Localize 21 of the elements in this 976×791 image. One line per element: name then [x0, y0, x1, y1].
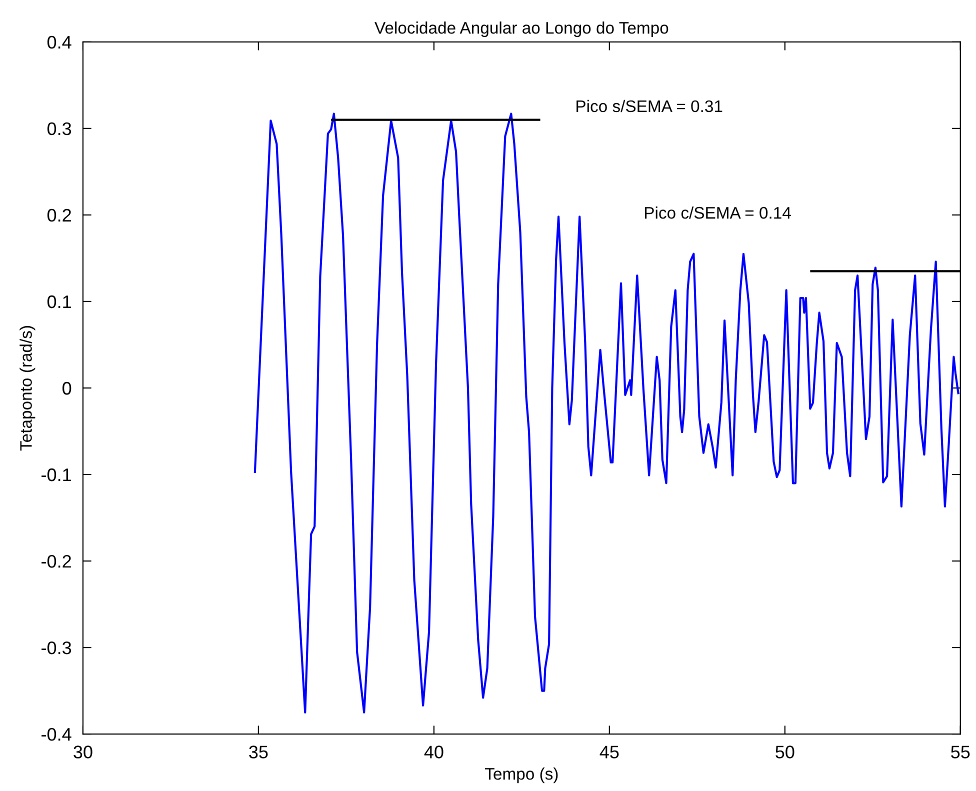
annotation: Pico c/SEMA = 0.14 — [645, 206, 791, 219]
x-axis-title: Tempo (s) — [485, 768, 558, 784]
chart-title: Velocidade Angular ao Longo do Tempo — [374, 22, 668, 38]
x-tick-label: 40 — [424, 746, 444, 758]
y-tick-label: 0 — [62, 382, 72, 395]
y-tick-label: -0.4 — [42, 728, 72, 741]
y-tick-label: 0.1 — [47, 295, 71, 308]
line-series — [254, 112, 960, 714]
x-tick-label: 55 — [951, 746, 970, 758]
y-tick-label: -0.3 — [42, 641, 72, 654]
y-tick-label: 0.2 — [47, 208, 71, 222]
x-tick-label: 35 — [249, 746, 268, 758]
y-tick-label: 0.3 — [47, 122, 72, 136]
x-tick-label: 45 — [600, 746, 619, 758]
y-tick-label: -0.1 — [42, 468, 71, 482]
y-tick-label: 0.4 — [47, 36, 72, 49]
y-axis-title: Tetaponto (rad/s) — [20, 326, 36, 451]
annotation: Pico s/SEMA = 0.31 — [576, 100, 722, 112]
x-tick-label: 50 — [776, 746, 794, 758]
x-tick-label: 30 — [74, 746, 92, 758]
y-tick-label: -0.2 — [42, 554, 71, 568]
